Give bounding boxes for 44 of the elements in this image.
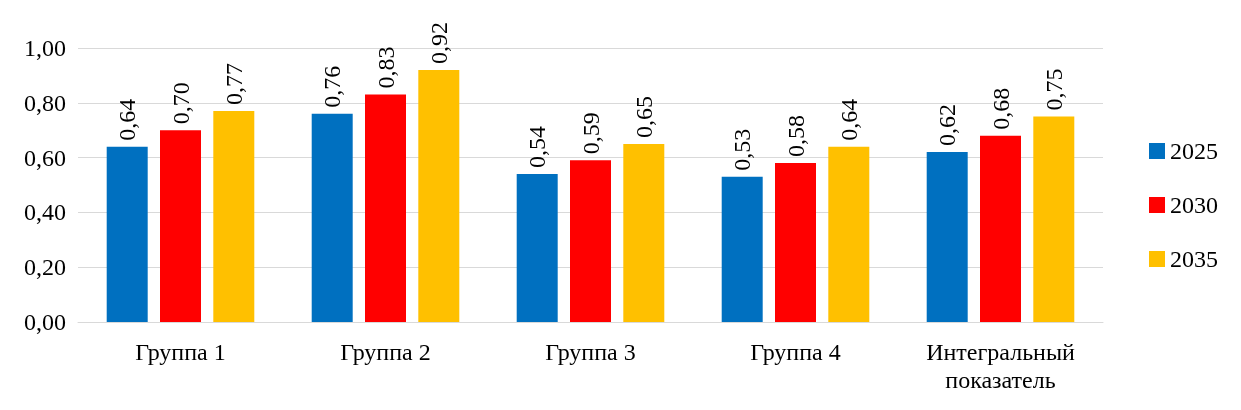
y-tick-label: 0,00 [24,309,66,335]
data-label: 0,77 [220,63,247,106]
data-label: 0,83 [372,46,399,89]
data-label: 0,76 [319,65,346,108]
bar [516,174,558,322]
y-tick-label: 0,20 [24,254,66,281]
bar [418,69,460,322]
bar [1033,116,1075,322]
data-label: 0,54 [524,126,551,169]
bar [570,160,611,322]
data-label: 0,62 [934,104,961,147]
bar [775,163,816,322]
data-label: 0,64 [114,98,141,141]
data-label: 0,68 [987,87,1014,130]
data-label: 0,59 [577,112,604,155]
bar [213,111,255,322]
bar [160,130,201,322]
y-tick-label: 0,60 [24,144,66,171]
legend-label: 2035 [1170,246,1218,272]
legend-label: 2030 [1170,192,1218,218]
data-label: 0,70 [167,82,194,125]
data-label: 0,64 [835,98,862,141]
x-tick-label: Группа 4 [750,339,841,365]
x-tick-label: Группа 2 [340,339,431,365]
data-label: 0,58 [782,115,809,158]
y-tick-label: 1,00 [24,35,66,61]
bar [311,113,353,322]
x-tick-label: Группа 1 [135,339,226,365]
bar [980,135,1021,322]
bar [106,146,148,322]
y-tick-label: 0,40 [24,199,66,226]
bar [828,146,870,322]
x-tick-label: Интегральный показатель [926,339,1076,393]
y-tick-label: 0,80 [24,89,66,116]
bar [623,143,665,322]
data-label: 0,65 [630,95,657,138]
legend-label: 2025 [1170,138,1218,164]
data-label: 0,92 [425,21,452,64]
bar [926,152,968,322]
bar [365,94,406,322]
x-tick-label: Группа 3 [545,339,636,365]
data-label: 0,75 [1040,68,1067,111]
bar [721,176,763,322]
data-label: 0,53 [729,128,756,171]
